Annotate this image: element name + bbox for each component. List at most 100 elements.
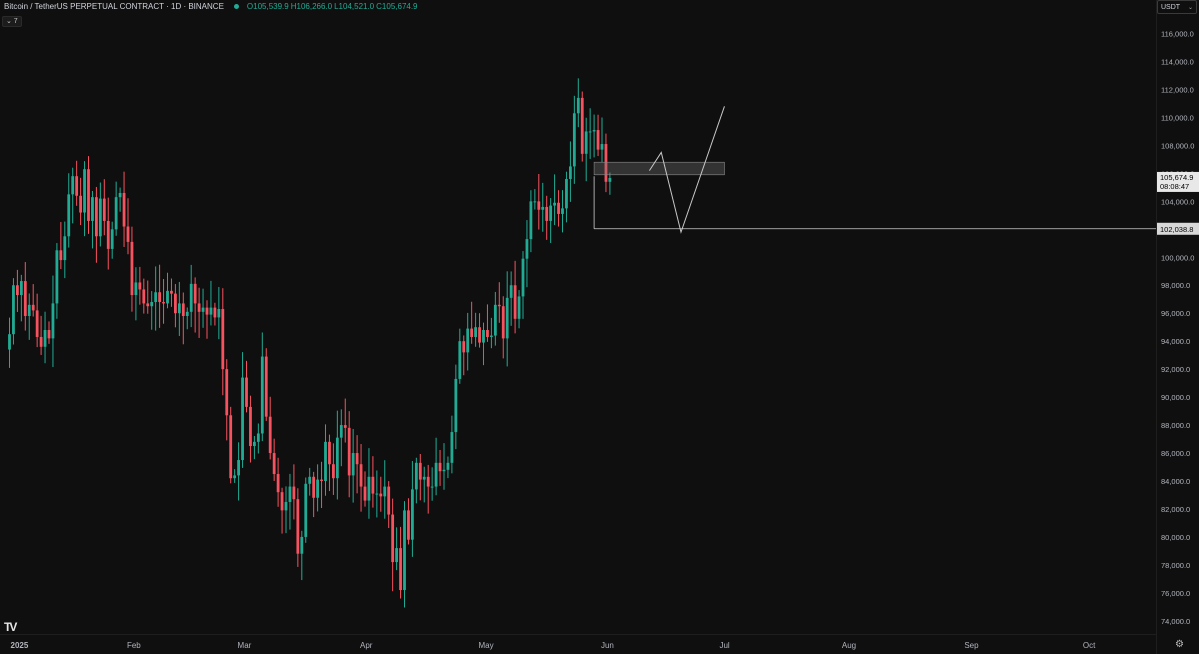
candle-body [438,462,442,472]
candle-body [474,327,477,337]
chart-header: Bitcoin / TetherUS PERPETUAL CONTRACT · … [4,2,420,11]
candle-body [197,303,201,312]
candle-body [19,281,23,296]
ohlc-high: H106,266.0 [290,2,333,11]
candle-body [450,432,454,463]
candle-body [75,176,79,196]
candle-body [375,493,379,495]
candle-body [308,476,312,484]
candle-body [363,486,367,501]
candle-body [608,177,612,182]
candle-body [434,462,438,487]
candle-body [324,441,327,481]
ohlc-close: C105,674.9 [376,2,418,11]
candle-body [229,415,233,479]
candle-body [221,309,225,370]
candle-body [209,307,213,315]
candle-body [162,302,165,304]
candle-body [588,131,592,133]
x-tick-label: Feb [127,641,141,650]
candle-body [225,369,229,416]
y-tick-label: 88,000.0 [1161,421,1190,430]
y-tick-label: 112,000.0 [1161,86,1194,95]
candle-body [300,536,304,554]
candle-body [87,169,90,221]
y-tick-label: 82,000.0 [1161,505,1190,514]
candle-body [181,303,185,317]
candle-body [553,202,556,206]
candle-body [343,425,347,428]
candle-body [565,178,568,209]
candle-body [576,97,580,114]
candle-body [466,328,470,353]
candle-body [462,341,466,353]
candle-body [189,283,193,312]
y-tick-label: 100,000.0 [1161,253,1194,262]
y-tick-label: 76,000.0 [1161,589,1190,598]
indicator-toggle-button[interactable]: ⌄ 7 [2,16,22,27]
candle-body [572,113,576,167]
x-tick-label: Jun [601,641,614,650]
candle-body [371,476,375,494]
candle-body [411,489,414,540]
candle-body [12,285,15,335]
candle-body [272,453,276,475]
candle-body [509,285,513,298]
candle-body [39,336,43,347]
candle-body [253,441,256,447]
candle-body [154,292,158,303]
y-tick-label: 116,000.0 [1161,30,1194,39]
candle-body [592,130,596,132]
candle-body [304,483,308,537]
candle-body [517,296,521,319]
candle-body [126,226,130,242]
candle-body [245,377,248,407]
candle-body [328,441,331,465]
candle-body [71,176,75,195]
zone-rectangle [593,161,725,176]
candle-body [35,310,39,337]
candle-body [486,329,489,337]
y-tick-label: 104,000.0 [1161,197,1194,206]
chevron-down-icon: ⌄ [1187,5,1193,11]
candle-body [501,306,505,339]
y-tick-label: 98,000.0 [1161,281,1190,290]
candle-body [241,377,244,461]
candle-body [533,201,537,203]
candle-body [288,486,292,502]
candle-body [569,166,572,179]
candle-body [399,548,402,591]
tradingview-logo-icon[interactable]: TV [4,620,17,634]
candle-body [201,307,205,312]
candle-body [95,197,98,237]
candle-body [114,197,118,230]
candle-body [387,486,391,515]
candle-body [584,131,588,154]
candle-body [280,492,284,511]
candle-body [414,462,418,490]
candle-body [339,425,343,438]
x-tick-label: Apr [360,641,373,650]
symbol-title[interactable]: Bitcoin / TetherUS PERPETUAL CONTRACT · … [4,2,224,11]
y-tick-label: 110,000.0 [1161,113,1194,122]
candle-body [529,201,533,240]
candle-body [146,303,150,307]
candle-body [422,476,426,480]
candle-body [47,329,51,339]
candle-body [332,464,335,479]
candle-body [383,486,387,497]
settings-icon[interactable]: ⚙ [1175,639,1184,650]
currency-select[interactable]: USDT ⌄ [1157,0,1197,14]
candle-body [490,335,493,337]
candle-body [292,486,296,500]
candle-body [482,329,485,343]
candle-body [217,309,221,318]
candle-body [521,258,525,297]
candle-body [296,499,300,554]
ohlc-open: O105,539.9 [246,2,289,11]
candle-body [185,311,189,317]
candle-body [213,307,217,318]
candle-body [134,282,138,296]
candle-body [493,304,497,336]
